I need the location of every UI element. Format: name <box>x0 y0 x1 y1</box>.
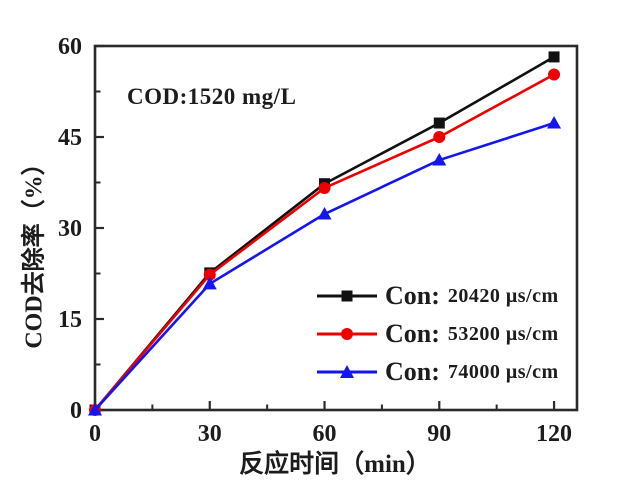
x-tick-label: 120 <box>536 421 572 447</box>
series-2-marker-triangle <box>432 153 447 166</box>
x-tick-label: 30 <box>198 421 222 447</box>
series-0-marker-square <box>548 51 560 63</box>
series-2-marker-triangle <box>547 116 562 129</box>
series-2-marker-triangle <box>202 276 217 290</box>
x-tick-label: 90 <box>427 421 451 447</box>
legend-item-2: Con: 74000 μs/cm <box>316 353 559 391</box>
series-1-marker-circle <box>548 68 561 81</box>
annotation-cod: COD:1520 mg/L <box>127 84 297 109</box>
legend-label-prefix: Con: <box>385 319 440 348</box>
legend-label-value: 20420 μs/cm <box>447 284 559 307</box>
y-tick-label: 0 <box>70 398 82 424</box>
x-tick-label: 0 <box>89 421 101 447</box>
y-tick-label: 15 <box>58 307 82 333</box>
x-tick-label: 60 <box>313 421 337 447</box>
legend-item-1: Con: 53200 μs/cm <box>316 315 559 353</box>
legend: Con: 20420 μs/cm Con: 53200 μs/cm Con: 74000 … <box>316 277 559 391</box>
series-1-marker-circle <box>433 131 446 143</box>
y-tick-label: 60 <box>58 34 82 60</box>
series-2-marker-triangle <box>317 207 332 220</box>
series-0-marker-square <box>433 117 445 129</box>
series-1-marker-circle <box>318 181 331 194</box>
legend-label-value: 53200 μs/cm <box>447 322 559 345</box>
legend-label-value: 74000 μs/cm <box>447 360 559 383</box>
triangle-legend-icon <box>317 365 377 378</box>
series-1-marker-circle <box>203 268 216 281</box>
circle-legend-icon <box>317 328 377 340</box>
x-axis-title: 反应时间（min） <box>239 451 431 478</box>
legend-label-prefix: Con: <box>385 357 440 386</box>
y-tick-label: 30 <box>58 216 82 242</box>
legend-label-prefix: Con: <box>385 281 440 310</box>
y-tick-label: 45 <box>58 125 82 151</box>
y-axis-title: COD去除率（%） <box>21 151 48 349</box>
legend-item-0: Con: 20420 μs/cm <box>316 277 559 315</box>
series-2-marker-triangle <box>88 403 102 416</box>
square-legend-icon <box>317 290 377 302</box>
